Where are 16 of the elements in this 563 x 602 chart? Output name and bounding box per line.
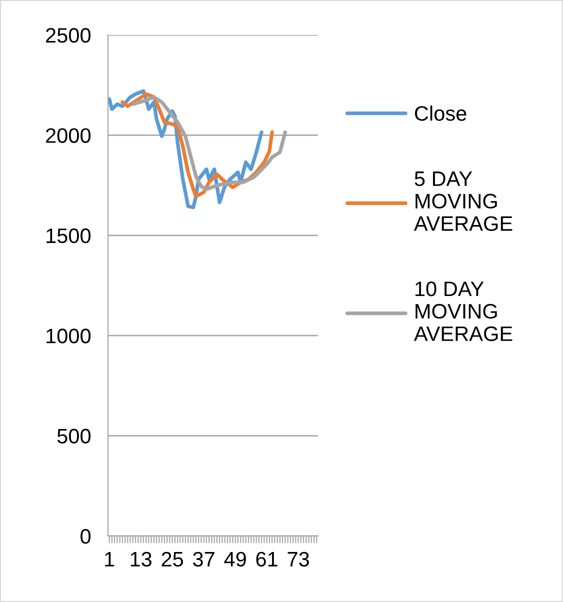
y-tick-label: 500 <box>57 428 91 444</box>
x-tick-label: 25 <box>162 552 184 567</box>
x-tick-label: 49 <box>224 552 246 567</box>
x-tick-label: 13 <box>130 552 152 567</box>
y-tick-label: 2500 <box>46 28 91 43</box>
y-tick-label: 0 <box>80 529 91 544</box>
y-tick-label: 1500 <box>46 228 91 244</box>
y-tick-label: 2000 <box>46 128 91 143</box>
x-tick-label: 1 <box>105 552 114 566</box>
legend-label: 10 DAY MOVING AVERAGE <box>414 281 512 342</box>
y-tick-label: 1000 <box>46 328 91 344</box>
legend-label: Close <box>414 106 466 121</box>
x-tick-label: 73 <box>288 552 309 567</box>
legend-label: 5 DAY MOVING AVERAGE <box>414 172 512 231</box>
x-tick-label: 37 <box>193 552 214 567</box>
x-tick-label: 61 <box>256 552 278 567</box>
